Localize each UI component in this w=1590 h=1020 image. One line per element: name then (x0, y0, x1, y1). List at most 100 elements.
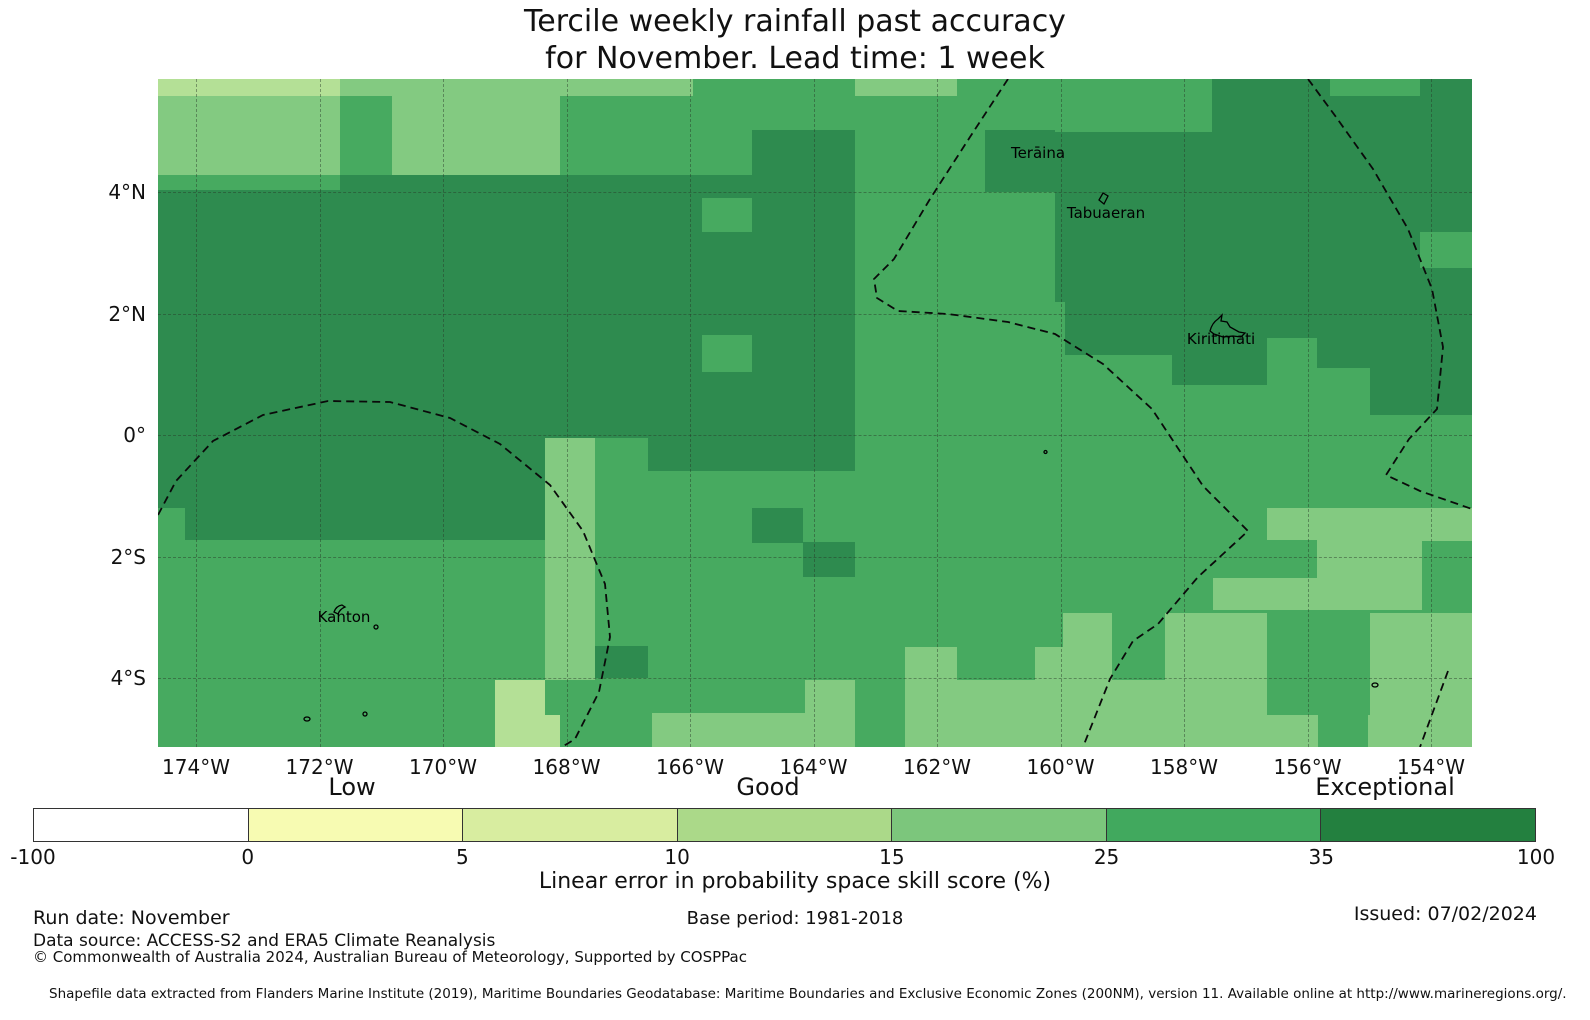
colorbar-segment (677, 809, 893, 841)
island-label: Terāina (1010, 144, 1066, 162)
map-cell (752, 508, 803, 543)
colorbar-tick-label: 5 (456, 845, 469, 869)
islet-speck-2-outline (362, 711, 368, 717)
colorbar-quality-label: Low (328, 773, 376, 801)
meridian-gridline (1431, 79, 1432, 747)
map-cell (1370, 368, 1472, 415)
parallel-gridline (158, 678, 1472, 679)
map-cell (648, 438, 855, 471)
map-cell (1112, 613, 1165, 680)
meridian-gridline (1060, 79, 1062, 747)
colorbar-segment (1106, 809, 1322, 841)
longitude-tick-label: 166°W (656, 755, 724, 779)
colorbar-tick-label: 100 (1516, 845, 1556, 869)
map-cell (1267, 338, 1317, 385)
map-cell (855, 79, 957, 96)
longitude-tick-label: 168°W (532, 755, 601, 779)
map-cell (693, 79, 855, 96)
colorbar-title: Linear error in probability space skill … (538, 869, 1052, 894)
parallel-gridline (158, 435, 1472, 436)
meridian-gridline (1307, 79, 1309, 747)
map-cell (1318, 713, 1368, 747)
line-islands-west-eez-dashed-line (873, 79, 1250, 747)
map-cell (1422, 508, 1472, 541)
parallel-gridline (158, 313, 1472, 315)
colorbar-segment (248, 809, 464, 841)
map-cell (752, 130, 855, 190)
meridian-gridline (443, 79, 444, 747)
longitude-tick-label: 158°W (1150, 755, 1218, 779)
copyright-text: © Commonwealth of Australia 2024, Austra… (33, 948, 747, 966)
map-area: Terāina Tabuaeran Kiritimati Kanton (158, 79, 1472, 747)
map-cell (905, 680, 1055, 747)
map-cell (340, 79, 693, 96)
meridian-gridline (690, 79, 691, 747)
meridian-gridline (566, 79, 568, 747)
colorbar-tick-label: 10 (664, 845, 690, 869)
issued-date-text: Issued: 07/02/2024 (1353, 903, 1537, 925)
meridian-gridline (813, 79, 815, 747)
kanton-eez-dashed-line (158, 400, 611, 747)
colorbar-tick-label: 0 (241, 845, 255, 869)
map-cell (1330, 79, 1420, 96)
map-cell (158, 96, 340, 175)
map-cell (1165, 96, 1212, 132)
colorbar (33, 808, 1536, 842)
run-date-text: Run date: November (33, 907, 230, 929)
map-cell (1055, 132, 1212, 385)
latitude-tick-label: 0° (123, 423, 146, 447)
data-source-text: Data source: ACCESS-S2 and ERA5 Climate … (33, 931, 496, 951)
meridian-gridline (196, 79, 197, 747)
island-label: Kanton (317, 608, 371, 626)
base-period-text: Base period: 1981-2018 (686, 908, 904, 929)
chart-title-line1: Tercile weekly rainfall past accuracy (524, 4, 1066, 39)
longitude-tick-label: 154°W (1397, 755, 1465, 779)
map-cell (1213, 578, 1267, 610)
map-cell (905, 647, 957, 680)
islet-speck-4-outline (1371, 682, 1379, 688)
map-cell (985, 130, 1055, 192)
latitude-tick-label: 4°N (108, 180, 146, 204)
map-cell (545, 438, 595, 680)
colorbar-tick-label: 15 (879, 845, 905, 869)
colorbar-quality-label: Exceptional (1315, 773, 1455, 801)
eez-boundaries-overlay (158, 79, 1472, 747)
longitude-tick-label: 160°W (1026, 755, 1095, 779)
colorbar-tick-label: 35 (1308, 845, 1335, 869)
map-cell (158, 175, 340, 190)
map-cell (1420, 232, 1472, 268)
map-cell (702, 198, 752, 232)
colorbar-segment (463, 809, 678, 841)
map-cell (185, 438, 545, 540)
kiritimati-east-eez-dashed-line (1307, 79, 1472, 510)
tabuaeran-island-outline (1098, 192, 1109, 206)
map-cell (702, 335, 752, 372)
shapefile-note-text: Shapefile data extracted from Flanders M… (49, 986, 1567, 1002)
longitude-tick-label: 172°W (285, 755, 354, 779)
colorbar-segment (892, 809, 1107, 841)
meridian-gridline (937, 79, 938, 747)
colorbar-segment (1321, 809, 1536, 841)
map-cell (652, 713, 805, 747)
map-cell (158, 438, 185, 508)
map-cell (1212, 79, 1330, 96)
kiritimati-island-outline (1209, 313, 1247, 338)
map-cell (1267, 540, 1317, 578)
meridian-gridline (1184, 79, 1185, 747)
map-cell (158, 79, 340, 96)
map-cell (495, 680, 545, 715)
map-cell (1317, 368, 1370, 385)
chart-title-line2: for November. Lead time: 1 week (545, 41, 1045, 76)
island-label: Kiritimati (1186, 330, 1256, 348)
longitude-tick-label: 174°W (162, 755, 230, 779)
latitude-tick-label: 2°N (108, 301, 146, 326)
parallel-gridline (158, 556, 1472, 558)
longitude-tick-label: 162°W (903, 755, 971, 779)
longitude-tick-label: 170°W (409, 755, 477, 779)
map-cell (595, 646, 648, 678)
map-cell (1267, 613, 1370, 715)
parallel-gridline (158, 192, 1472, 193)
map-cell (495, 715, 560, 747)
islet-speck-5-outline (1043, 449, 1048, 455)
map-cell (392, 96, 560, 175)
